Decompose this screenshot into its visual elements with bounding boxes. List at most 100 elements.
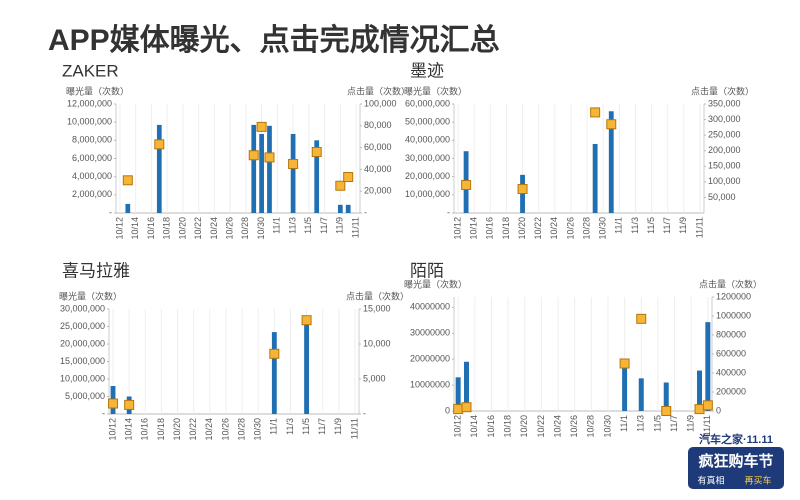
y2-tick-label: 600000 [716, 348, 746, 358]
x-tick-label: 11/3 [287, 217, 297, 234]
x-tick-label: 11/3 [636, 415, 646, 432]
x-tick-label: 10/24 [204, 418, 214, 441]
marker [702, 400, 713, 411]
y-tick-label: 25,000,000 [60, 321, 105, 331]
logo-slogan: 再买车 [744, 474, 771, 485]
y2-tick-label: 0 [716, 405, 721, 415]
chart-title: 喜马拉雅 [62, 261, 130, 280]
y2-tick-label: 150,000 [708, 161, 741, 171]
y-tick-label: 40,000,000 [405, 135, 450, 145]
y2-tick-label: 200,000 [708, 145, 741, 155]
y2-axis-label: 点击量（次数） [699, 278, 762, 289]
x-tick-label: 11/7 [669, 415, 679, 432]
y2-axis-label: 点击量（次数） [346, 290, 409, 301]
marker [256, 121, 267, 132]
bar [156, 124, 162, 213]
marker [636, 313, 647, 324]
slide-title: APP媒体曝光、点击完成情况汇总 [48, 23, 500, 57]
chart-title: 陌陌 [410, 261, 444, 280]
x-tick-label: 11/11 [702, 415, 712, 436]
y-axis-label: 曝光量（次数） [404, 85, 467, 96]
marker [606, 119, 617, 130]
marker [694, 404, 705, 415]
marker [517, 184, 528, 195]
y2-tick-label: 400000 [716, 367, 746, 377]
x-tick-label: 10/24 [552, 415, 562, 438]
y2-tick-label: 1000000 [716, 310, 751, 320]
y2-tick-label: 10,000 [363, 338, 391, 348]
x-tick-label: 10/26 [220, 418, 230, 441]
x-tick-label: 10/28 [240, 217, 250, 240]
x-tick-label: 11/5 [652, 415, 662, 432]
bar [304, 318, 309, 414]
y-tick-label: 0 [445, 405, 450, 415]
x-tick-label: 10/20 [177, 217, 187, 240]
x-tick-label: 11/9 [335, 217, 345, 234]
y-tick-label: 10,000,000 [405, 189, 450, 199]
x-tick-label: 11/11 [349, 418, 359, 439]
bar [622, 365, 628, 411]
bar [663, 382, 669, 411]
y2-tick-label: 200000 [716, 386, 746, 396]
bar [337, 204, 343, 213]
y2-tick-label: 800000 [716, 329, 746, 339]
x-tick-label: 10/26 [565, 217, 575, 240]
x-tick-label: 11/11 [350, 217, 360, 238]
y2-tick-label: 40,000 [364, 164, 392, 174]
bar [463, 361, 469, 411]
y-tick-label: 30000000 [410, 328, 450, 338]
x-tick-label: 10/14 [469, 217, 479, 240]
x-tick-label: 11/3 [630, 217, 640, 234]
bar [125, 203, 131, 213]
y-tick-label: 20,000,000 [60, 338, 105, 348]
marker [453, 404, 464, 415]
x-tick-label: 10/12 [453, 415, 463, 438]
x-tick-label: 10/28 [581, 217, 591, 240]
x-tick-label: 11/9 [333, 418, 343, 435]
y-axis-label: 曝光量（次数） [66, 85, 129, 96]
y2-tick-label: 250,000 [708, 130, 741, 140]
y-tick-label: 40000000 [410, 302, 450, 312]
y2-tick-label: 100,000 [708, 176, 741, 186]
x-tick-label: 11/5 [303, 217, 313, 234]
x-tick-label: 10/22 [193, 217, 203, 240]
x-tick-label: 10/30 [253, 418, 263, 441]
y2-tick-label: 300,000 [708, 114, 741, 124]
x-tick-label: 10/22 [533, 217, 543, 240]
y-tick-label: - [447, 207, 450, 217]
x-tick-label: 10/26 [225, 217, 235, 240]
marker [343, 172, 354, 183]
y-tick-label: 10,000,000 [67, 117, 112, 127]
x-tick-label: 10/24 [549, 217, 559, 240]
x-tick-label: 10/22 [188, 418, 198, 441]
marker [122, 175, 133, 186]
bar [290, 133, 296, 213]
x-tick-label: 10/16 [485, 217, 495, 240]
y-tick-label: - [109, 207, 112, 217]
x-tick-label: 10/12 [452, 217, 462, 240]
marker [335, 180, 346, 191]
bar [705, 322, 711, 411]
marker [311, 146, 322, 157]
x-tick-label: 11/1 [619, 415, 629, 432]
x-tick-label: 10/28 [586, 415, 596, 438]
x-tick-label: 10/16 [146, 217, 156, 240]
x-tick-label: 11/11 [694, 217, 704, 238]
y2-tick-label: 15,000 [363, 303, 391, 313]
x-tick-label: 10/16 [140, 418, 150, 441]
marker [590, 107, 601, 118]
y-tick-label: 6,000,000 [72, 153, 112, 163]
bar [314, 140, 320, 213]
x-tick-label: 10/18 [501, 217, 511, 240]
x-tick-label: 10/24 [209, 217, 219, 240]
x-tick-label: 11/3 [285, 418, 295, 435]
y2-tick-label: 1200000 [716, 291, 751, 301]
y2-tick-label: 100,000 [364, 98, 397, 108]
x-tick-label: 11/7 [319, 217, 329, 234]
bar [455, 377, 461, 411]
y-tick-label: 50,000,000 [405, 117, 450, 127]
marker [269, 348, 280, 359]
y-tick-label: 60,000,000 [405, 98, 450, 108]
chart-title: 墨迹 [410, 61, 444, 80]
